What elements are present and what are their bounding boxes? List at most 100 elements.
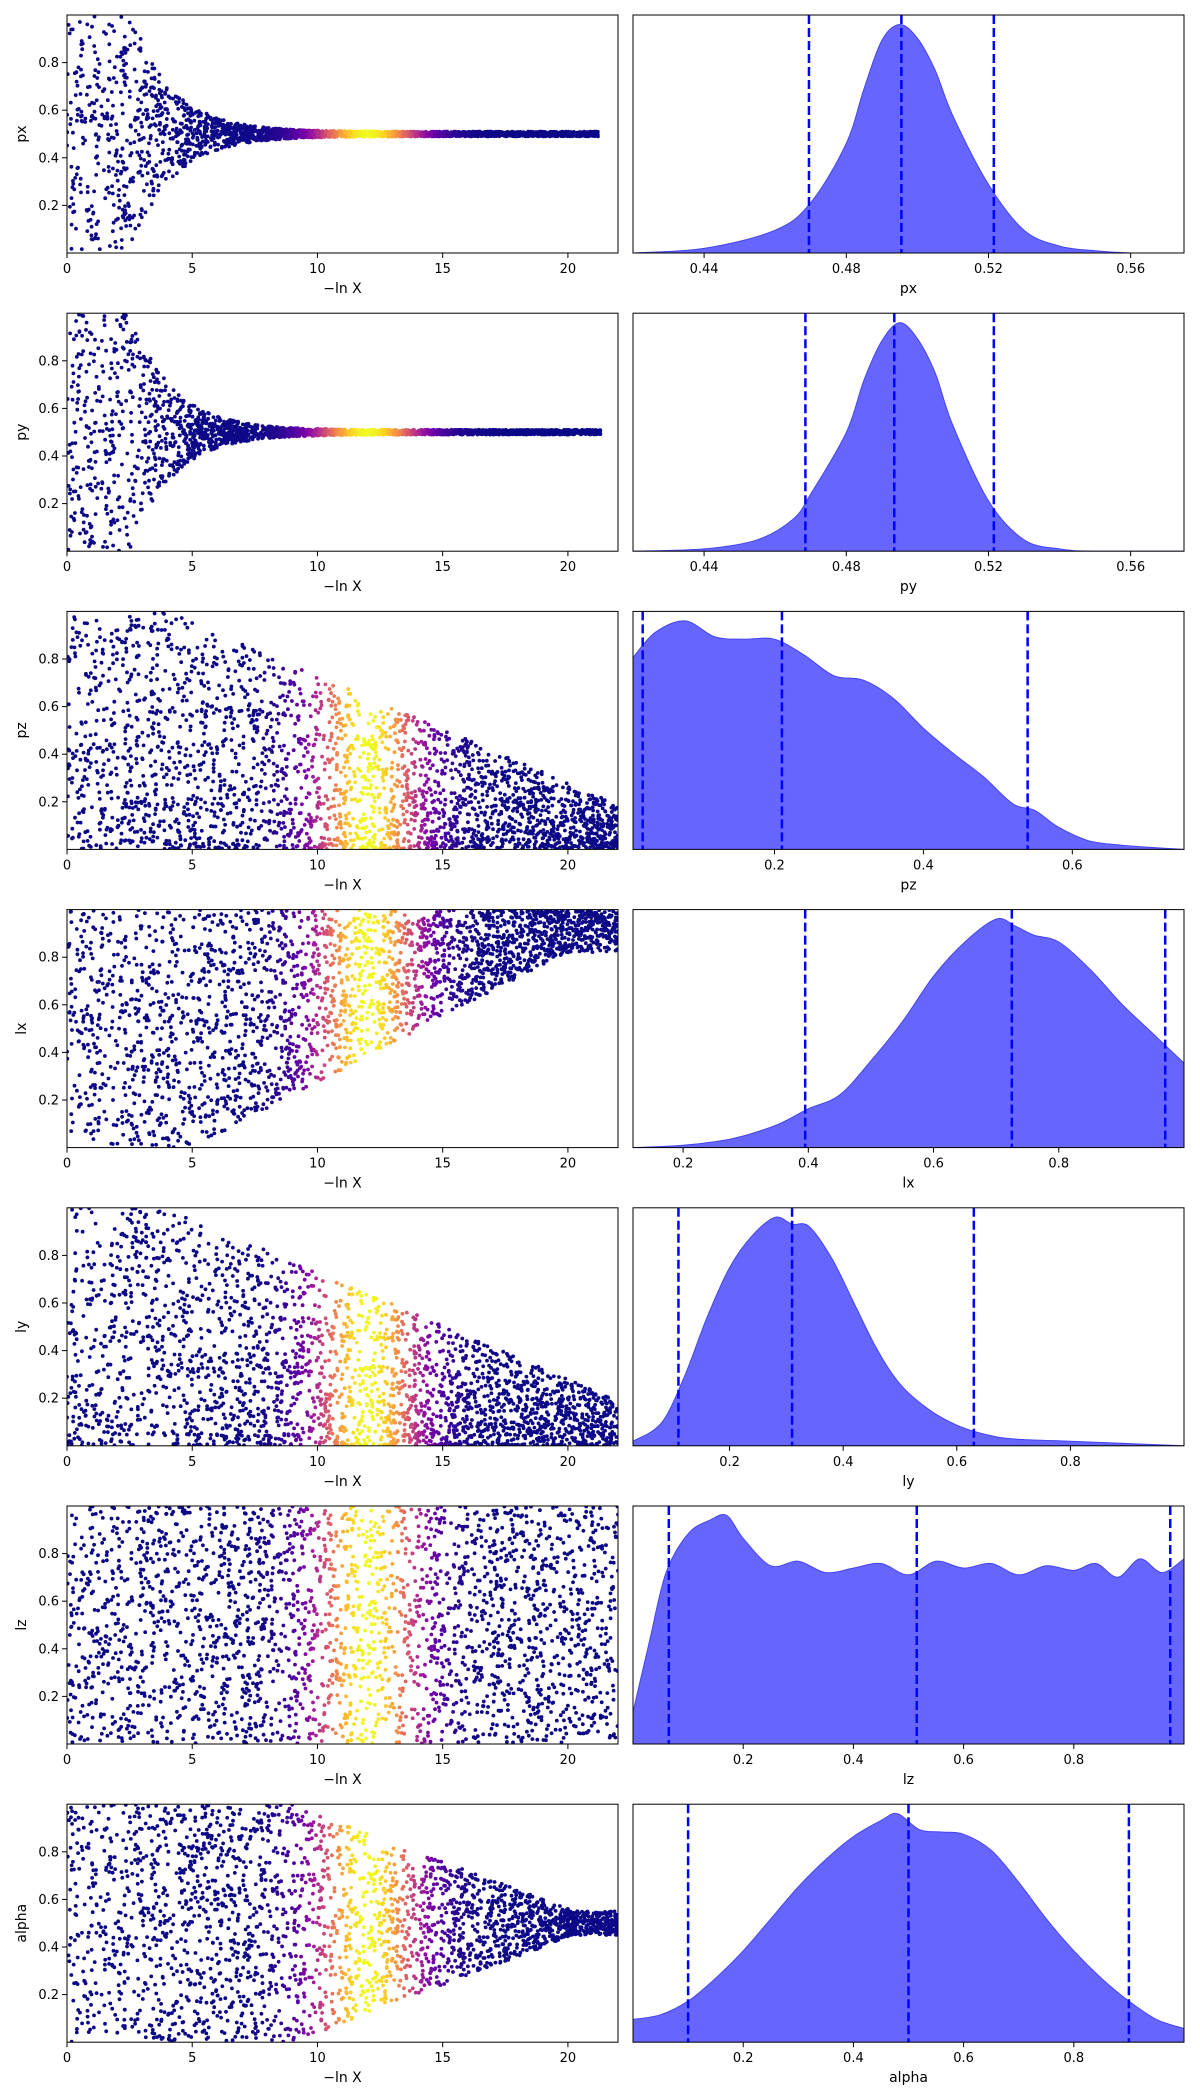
trace-point [92,359,96,364]
trace-point [120,102,125,107]
trace-point [71,179,75,183]
trace-point [115,394,120,399]
trace-point [152,455,157,460]
trace-point [125,216,130,220]
trace-point [463,428,468,432]
trace-point [154,114,159,118]
trace-point [109,440,114,444]
trace-point [154,388,159,392]
trace-point [138,49,143,53]
trace-point [74,333,79,338]
trace-point [185,414,190,418]
trace-point [84,320,89,325]
trace-point [213,148,218,153]
trace-point [133,226,138,231]
trace-point [154,409,159,414]
trace-point [108,244,112,248]
trace-point [189,125,194,130]
trace-point [123,204,127,209]
trace-point [69,117,73,121]
trace-point [174,126,179,131]
y-tick-label: 0.4 [38,151,59,166]
trace-point [123,167,127,172]
trace-point [92,15,97,19]
trace-point [81,520,86,525]
trace-point [255,423,260,428]
trace-point [157,434,162,439]
trace-point [70,27,75,32]
trace-point [175,469,179,474]
trace-point [101,545,105,549]
trace-point [84,530,89,534]
trace-point [82,403,87,408]
trace-point [151,167,155,172]
trace-point [170,157,175,162]
trace-point [504,130,508,135]
trace-point [107,452,112,456]
trace-point [188,437,193,442]
trace-point [79,417,83,421]
trace-point [142,158,147,162]
trace-point [119,365,124,370]
trace-point [131,514,136,518]
trace-point [105,98,110,103]
trace-point [163,158,168,163]
trace-point [126,368,131,372]
trace-point [441,132,445,137]
trace-point [175,140,180,145]
trace-point [108,397,112,402]
trace-point [111,517,116,522]
trace-point [82,540,87,545]
trace-point [81,527,86,532]
trace-point [117,433,122,438]
trace-point [80,507,85,511]
trace-point [152,86,156,90]
trace-point [121,160,126,165]
trace-point [327,131,332,136]
trace-point [211,130,216,135]
trace-point [153,419,158,423]
trace-point [197,110,202,115]
trace-point [178,121,183,126]
trace-point [156,188,161,193]
trace-point [193,439,198,443]
trace-point [197,119,202,124]
trace-point [580,133,585,138]
trace-point [144,108,148,113]
trace-point [105,511,110,516]
trace-point [74,319,78,323]
trace-point [203,427,208,432]
trace-point [227,141,231,145]
trace-point [170,136,175,140]
trace-point [195,151,200,155]
trace-point [100,480,105,485]
trace-point [71,146,76,151]
trace-point [124,61,128,66]
trace-point [526,134,531,139]
trace-point [154,442,159,447]
trace-point [248,127,253,131]
trace-point [94,98,99,103]
trace-point [116,159,120,164]
trace-point [231,420,236,425]
trace-point [192,127,197,132]
x-tick-label: 0.48 [832,262,861,277]
trace-point [96,236,100,241]
trace-point [213,418,218,423]
trace-point [170,463,175,468]
trace-point [158,106,163,111]
trace-point [119,226,123,231]
trace-point [109,361,114,366]
trace-point [125,532,129,537]
trace-point [111,166,115,171]
x-axis-label: px [900,281,917,297]
trace-point [83,120,88,124]
trace-point [197,424,202,428]
trace-point [251,129,256,133]
trace-point [100,112,105,117]
trace-point [167,393,172,397]
trace-point [74,471,79,475]
trace-point [288,132,293,136]
trace-point [123,218,128,223]
